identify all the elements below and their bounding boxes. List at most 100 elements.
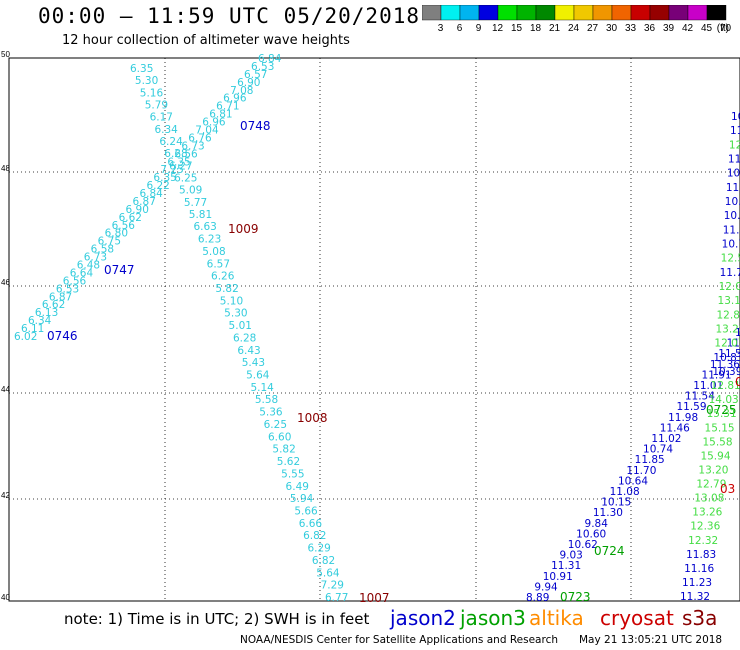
swh-value: 10.60: [576, 528, 606, 540]
footer-note: note: 1) Time is in UTC; 2) SWH is in fe…: [64, 610, 370, 628]
map-subtitle: 12 hour collection of altimeter wave hei…: [62, 33, 350, 48]
swh-value: 6.90: [126, 204, 149, 216]
swh-value: 5.66: [294, 505, 318, 517]
swh-value: 5.30: [224, 308, 247, 320]
swh-value: 12.: [729, 139, 740, 151]
swh-value: 11.54: [685, 391, 715, 403]
swh-value: 6.25: [174, 172, 197, 184]
swh-value: 6.49: [286, 481, 309, 493]
pass-time-label: 1007: [359, 591, 390, 605]
swh-value: 6.35: [130, 63, 153, 75]
swh-value: 6.63: [193, 221, 216, 233]
swh-value: 6.84: [258, 53, 282, 65]
swh-value: 6.57: [207, 258, 230, 270]
swh-value: 11.91: [702, 369, 732, 381]
swh-value: 11.02: [651, 433, 681, 445]
swh-value: 6.48: [77, 260, 100, 272]
pass-time-label: 03: [720, 482, 735, 496]
pass-time-label: 03: [735, 375, 740, 389]
swh-value: 9.84: [585, 518, 609, 530]
swh-value: 11.32: [680, 591, 710, 603]
lat-tick-label: 40: [1, 593, 10, 602]
swh-value: 10.83: [713, 352, 740, 364]
swh-value: 5.58: [255, 394, 278, 406]
swh-value: 11: [728, 154, 740, 166]
swh-value: 11.16: [684, 563, 714, 575]
swh-value: 9.03: [559, 550, 582, 562]
swh-value: 10.91: [543, 571, 573, 583]
swh-value: 7.04: [195, 124, 219, 136]
scale-swatch-15: [706, 5, 727, 21]
swh-value: 11.30: [593, 507, 623, 519]
pass-time-label: 0724: [594, 544, 625, 558]
color-scale-legend: 3 6 9 12 15 18 21 24 27 30 33 36 39 42 45 70(ft): [422, 5, 731, 34]
swh-value: 11.31: [551, 560, 581, 572]
swh-value: 5.30: [135, 75, 158, 87]
swh-value: 6.71: [216, 101, 239, 113]
swh-value: 15.15: [705, 422, 735, 434]
swh-value: 11.23: [682, 577, 712, 589]
swh-value: 11: [730, 125, 740, 137]
swh-value: 11.98: [668, 412, 698, 424]
swh-value: 5.81: [189, 209, 212, 221]
swh-value: 10.8: [724, 210, 740, 222]
swh-value: 12.55: [721, 253, 740, 265]
swh-value: 12.07: [714, 338, 740, 350]
swh-value: 5.55: [281, 468, 304, 480]
swh-value: 6.56: [112, 220, 136, 232]
swh-value: 13.20: [698, 464, 728, 476]
lat-tick-label: 48: [1, 164, 10, 173]
swh-value: 11.59: [676, 401, 706, 413]
lat-tick-label: 44: [1, 385, 10, 394]
scale-label-11: 36: [644, 23, 656, 34]
swh-value: 6.84: [139, 188, 163, 200]
swh-value: 6.80: [105, 228, 128, 240]
swh-value: 6.96: [223, 93, 247, 105]
swh-value: 6.53: [56, 283, 79, 295]
swh-value: 5.14: [250, 382, 274, 394]
swh-value: 6.81: [209, 109, 232, 121]
swh-value: 10.64: [618, 475, 648, 487]
swh-value: 7.25: [160, 164, 183, 176]
scale-label-1: 6: [457, 23, 463, 34]
swh-value: 6.27: [169, 160, 192, 172]
lon-tick-label: 174: [469, 604, 483, 605]
swh-value: 5.82: [215, 283, 238, 295]
swh-value: 11.90: [727, 338, 740, 350]
swh-value: 6.35: [153, 172, 176, 184]
scale-label-13: 42: [682, 23, 694, 34]
scale-label-8: 27: [587, 23, 599, 34]
swh-value: 6.82: [303, 530, 326, 542]
swh-value: 10: [731, 111, 740, 123]
pass-time-label: 0746: [47, 329, 78, 343]
swh-value: 12.32: [688, 535, 718, 547]
swh-value: 11.36: [710, 359, 740, 371]
scale-label-5: 18: [530, 23, 542, 34]
swh-value: 5.10: [220, 295, 243, 307]
swh-value: 6.62: [119, 212, 142, 224]
scale-label-7: 24: [568, 23, 580, 34]
scale-label-9: 30: [606, 23, 618, 34]
pass-time-label: 1008: [297, 411, 328, 425]
swh-value: 5.64: [246, 370, 270, 382]
swh-value: 6.53: [251, 61, 274, 73]
swh-value: 5.62: [277, 456, 300, 468]
swh-value: 5.36: [259, 407, 283, 419]
swh-value: 6.26: [211, 271, 235, 283]
swh-value: 10.5: [725, 196, 740, 208]
swh-value: 6.90: [237, 77, 260, 89]
swh-value: 6.60: [268, 431, 291, 443]
swh-value: 11.6: [723, 224, 740, 236]
swh-value: 10.7: [722, 239, 740, 251]
swh-value: 15.58: [702, 436, 732, 448]
scale-label-14: 45: [701, 23, 713, 34]
swh-value: 12.04: [719, 281, 740, 293]
scale-label-12: 39: [663, 23, 675, 34]
swh-value: 11.83: [686, 549, 716, 561]
swh-value: 6.11: [21, 323, 44, 335]
swh-value: 12.36: [690, 521, 720, 533]
pass-time-label: 0725: [706, 403, 737, 417]
swh-value: 11.: [726, 182, 740, 194]
swh-value: 12.81: [711, 380, 740, 392]
swh-value: 11.38: [735, 327, 740, 339]
